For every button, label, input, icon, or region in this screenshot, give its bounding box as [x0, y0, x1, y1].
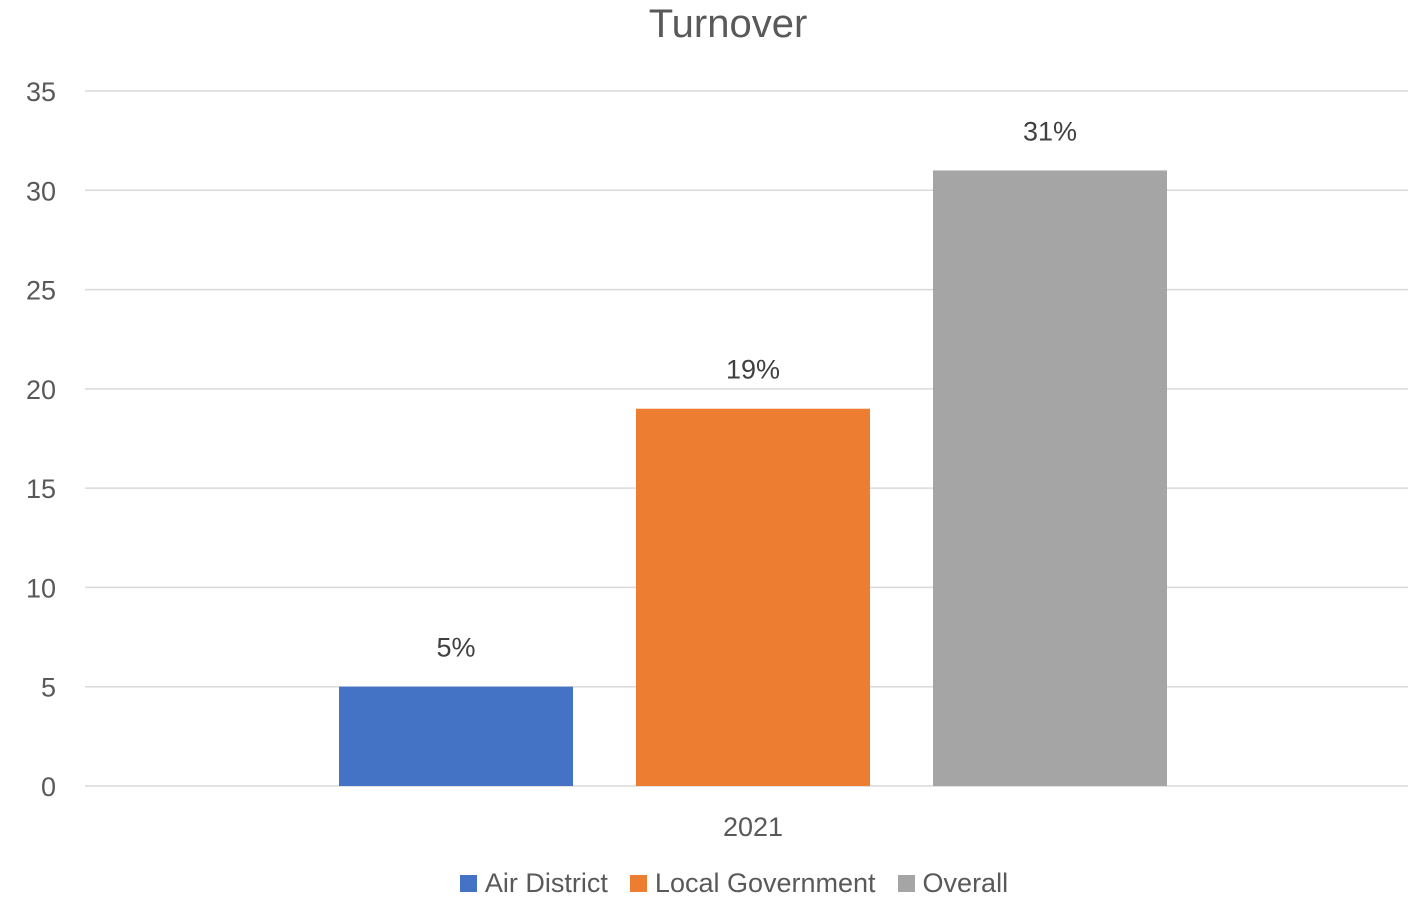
legend-item: Local Government [629, 868, 876, 899]
legend-label: Overall [922, 868, 1009, 898]
y-tick-label: 30 [26, 176, 56, 206]
legend-swatch [897, 875, 915, 892]
chart-legend: Air District Local Government Overall [0, 868, 1408, 899]
bar-local-government [636, 408, 870, 786]
y-tick-label: 10 [26, 573, 56, 603]
y-tick-label: 35 [26, 77, 56, 107]
data-label: 19% [726, 355, 780, 385]
y-tick-label: 25 [26, 276, 56, 306]
chart-title: Turnover [648, 2, 808, 46]
x-tick-label: 2021 [723, 812, 783, 842]
y-tick-label: 20 [26, 375, 56, 405]
legend-label: Air District [484, 868, 608, 898]
legend-item: Air District [459, 868, 608, 899]
legend-swatch [459, 875, 477, 892]
bar-air-district [339, 686, 573, 786]
legend-swatch [629, 875, 647, 892]
y-tick-label: 0 [41, 772, 56, 802]
legend-item: Overall [897, 868, 1009, 899]
chart-plot-area: 0 5 10 15 20 25 30 35 5% 19% 31% 2021 [26, 77, 1408, 842]
legend-label: Local Government [654, 868, 876, 898]
data-label: 31% [1023, 116, 1077, 146]
bar-overall [933, 170, 1167, 786]
y-tick-label: 5 [41, 673, 56, 703]
y-tick-label: 15 [26, 474, 56, 504]
data-label: 5% [436, 633, 475, 663]
